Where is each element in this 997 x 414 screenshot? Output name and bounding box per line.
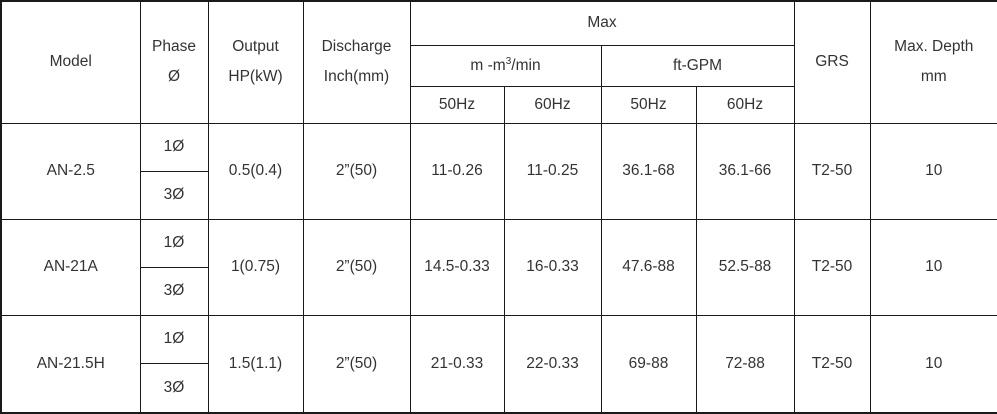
col-header-imperial-60hz: 60Hz (695, 85, 795, 124)
imperial-60hz-cell: 36.1-66 (695, 122, 795, 220)
metric-50hz-cell: 11-0.26 (409, 122, 505, 220)
phase-cell: 1Ø (139, 218, 209, 268)
phase-cell: 1Ø (139, 122, 209, 172)
metric-60hz-cell: 11-0.25 (503, 122, 602, 220)
col-header-grs: GRS (793, 0, 871, 124)
phase-cell: 3Ø (139, 170, 209, 220)
max-depth-cell: 10 (869, 218, 997, 316)
phase-header-line2: Ø (167, 68, 181, 86)
discharge-cell: 2”(50) (302, 314, 411, 414)
table-row: 3Ø (1, 363, 997, 414)
metric-60hz-cell: 22-0.33 (503, 314, 602, 414)
discharge-cell: 2”(50) (302, 218, 411, 316)
imperial-50hz-cell: 69-88 (600, 314, 697, 414)
col-header-model: Model (0, 0, 141, 124)
output-header-line1: Output (232, 38, 279, 56)
grs-cell: T2-50 (793, 218, 871, 316)
phase-cell: 1Ø (139, 314, 209, 365)
col-header-max-group: Max (409, 0, 795, 46)
output-cell: 0.5(0.4) (207, 122, 304, 220)
model-cell: AN-2.5 (0, 122, 141, 220)
table-row: 3Ø (1, 170, 997, 220)
phase-cell: 3Ø (139, 266, 209, 316)
model-cell: AN-21.5H (0, 314, 141, 414)
col-header-imperial-50hz: 50Hz (600, 85, 697, 124)
col-header-metric-unit: m -m3/min (409, 44, 602, 87)
metric-unit-superscript: 3 (505, 55, 512, 67)
metric-unit-prefix: m -m (470, 56, 506, 74)
col-header-output: Output HP(kW) (207, 0, 304, 124)
max-depth-cell: 10 (869, 122, 997, 220)
output-cell: 1(0.75) (207, 218, 304, 316)
metric-60hz-cell: 16-0.33 (503, 218, 602, 316)
table-row: AN-21.5H 1Ø 1.5(1.1) 2”(50) 21-0.33 22-0… (0, 314, 997, 414)
col-header-imperial-unit: ft-GPM (600, 44, 795, 87)
depth-header-line2: mm (920, 68, 947, 86)
phase-header-line1: Phase (152, 38, 196, 56)
col-header-metric-50hz: 50Hz (409, 85, 505, 124)
depth-header-line1: Max. Depth (894, 38, 974, 56)
max-depth-cell: 10 (869, 314, 997, 414)
output-cell: 1.5(1.1) (207, 314, 304, 414)
discharge-header-line1: Discharge (321, 38, 392, 56)
discharge-cell: 2”(50) (302, 122, 411, 220)
col-header-phase: Phase Ø (139, 0, 209, 124)
table-row: AN-21A 1Ø 1(0.75) 2”(50) 14.5-0.33 16-0.… (0, 218, 997, 316)
col-header-max-depth: Max. Depth mm (869, 0, 997, 124)
metric-50hz-cell: 21-0.33 (409, 314, 505, 414)
table-row: 3Ø (1, 266, 997, 316)
metric-unit-suffix: /min (511, 56, 541, 74)
grs-cell: T2-50 (793, 122, 871, 220)
phase-cell: 3Ø (139, 363, 209, 414)
col-header-discharge: Discharge Inch(mm) (302, 0, 411, 124)
model-cell: AN-21A (0, 218, 141, 316)
table-row: AN-2.5 1Ø 0.5(0.4) 2”(50) 11-0.26 11-0.2… (0, 122, 997, 220)
discharge-header-line2: Inch(mm) (323, 68, 390, 86)
imperial-50hz-cell: 36.1-68 (600, 122, 697, 220)
metric-50hz-cell: 14.5-0.33 (409, 218, 505, 316)
imperial-60hz-cell: 52.5-88 (695, 218, 795, 316)
imperial-60hz-cell: 72-88 (695, 314, 795, 414)
grs-cell: T2-50 (793, 314, 871, 414)
output-header-line2: HP(kW) (228, 68, 283, 86)
imperial-50hz-cell: 47.6-88 (600, 218, 697, 316)
col-header-metric-60hz: 60Hz (503, 85, 602, 124)
